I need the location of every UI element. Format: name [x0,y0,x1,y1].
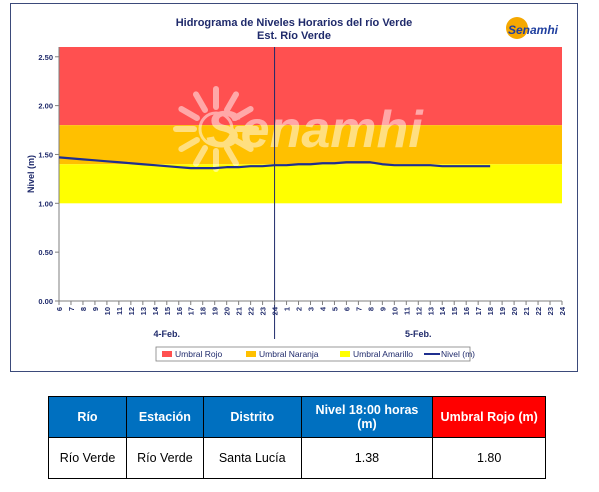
x-tick-label: 17 [187,307,196,315]
watermark-sun-ray [224,145,239,167]
table-row: Río Verde Río Verde Santa Lucía 1.38 1.8… [48,437,546,479]
x-tick-label: 22 [534,307,543,315]
station-info-table: Río Estación Distrito Nivel 18:00 horas … [48,396,546,479]
x-tick-label: 18 [486,307,495,315]
legend-box [155,346,471,362]
x-tick-label: 13 [139,307,148,315]
watermark-text: Senamhi [206,101,424,159]
x-tick-label: 21 [235,307,244,315]
x-tick-label: 12 [127,307,136,315]
x-tick-label: 21 [522,307,531,315]
chart-frame: Senamhi 0.00 0.50 1.00 1.50 2.00 2.50 6 7 8 9 10 11… [10,3,578,372]
x-tick-label: 22 [247,307,256,315]
x-tick-label: 7 [354,307,363,311]
chart-title: Hidrograma de Niveles Horarios del río V… [176,17,413,29]
x-tick-label: 24 [558,306,567,315]
y-axis-label: Nivel (m) [26,155,36,193]
x-tick-label: 6 [342,307,351,311]
day-label-1: 4-Feb. [154,329,181,339]
series-line-nivel [58,156,491,170]
x-tick-label: 1 [283,307,292,311]
x-tick-label: 16 [175,307,184,315]
x-tick-label: 23 [259,307,268,315]
x-tick-label: 10 [103,307,112,315]
watermark-sun-ray [193,145,208,167]
band-umbral-rojo [59,47,562,126]
y-tick-label: 1.00 [38,199,53,208]
x-tick-label: 3 [307,307,316,311]
band-umbral-naranja [59,125,562,165]
cell-umbral-rojo: 1.80 [432,437,546,479]
legend-swatch-1 [162,351,172,357]
x-tick-label: 20 [510,307,519,315]
watermark-sun-ray [224,91,239,113]
cell-estacion: Río Verde [125,437,204,479]
legend-label-2: Umbral Naranja [259,349,319,359]
hydrograph-chart: Senamhi 0.000.501.001.502.002.506 7 8 9 10 11… [26,17,567,362]
x-tick-label: 16 [462,307,471,315]
header-distrito: Distrito [202,396,302,438]
x-tick-label: 19 [498,307,507,315]
x-tick-label: 12 [414,307,423,315]
x-tick-label: 24 [271,306,280,315]
header-nivel-1800: Nivel 18:00 horas (m) [300,396,434,438]
watermark-sun-ray [178,137,200,152]
x-tick-label: 8 [79,307,88,311]
x-tick-label: 14 [151,306,160,315]
y-tick-label: 2.00 [38,102,53,111]
y-tick-label: 1.50 [38,150,53,159]
x-tick-label: 9 [91,307,100,311]
cell-nivel: 1.38 [300,437,434,479]
header-estacion: Estación [125,396,204,438]
table-header-row: Río Estación Distrito Nivel 18:00 horas … [48,396,546,438]
y-tick-label: 0.00 [38,297,53,306]
legend-label-4: Nivel (m) [441,349,475,359]
x-tick-label: 10 [390,307,399,315]
watermark-sun [198,111,234,147]
senamhi-watermark: Senamhi [173,86,424,172]
x-tick-label: 11 [115,307,124,315]
watermark-sun-ray [178,106,200,121]
header-rio: Río [48,396,127,438]
y-tick-label: 0.50 [38,248,53,257]
x-tick-label: 15 [163,307,172,315]
x-tick-label: 14 [438,306,447,315]
x-tick-label: 2 [295,307,304,311]
senamhi-logo-text: Senamhi [508,23,559,37]
x-tick-label: 15 [450,307,459,315]
x-tick-label: 23 [546,307,555,315]
x-tick-label: 7 [67,307,76,311]
x-tick-label: 8 [366,307,375,311]
watermark-sun-ray [193,91,208,113]
x-tick-label: 11 [402,307,411,315]
x-tick-label: 18 [199,307,208,315]
legend-label-3: Umbral Amarillo [353,349,413,359]
x-tick-label: 9 [378,307,387,311]
x-tick-label: 4 [318,306,327,311]
cell-distrito: Santa Lucía [202,437,302,479]
y-tick-label: 2.50 [38,53,53,62]
legend-label-1: Umbral Rojo [175,349,223,359]
x-tick-label: 5 [330,307,339,311]
senamhi-logo: Senamhi [506,17,559,39]
chart-subtitle: Est. Río Verde [257,30,331,42]
x-tick-label: 20 [223,307,232,315]
header-umbral-rojo: Umbral Rojo (m) [432,396,546,438]
x-tick-label: 6 [55,307,64,311]
x-tick-label: 19 [211,307,220,315]
day-label-2: 5-Feb. [405,329,432,339]
x-tick-label: 13 [426,307,435,315]
x-tick-label: 17 [474,307,483,315]
band-umbral-amarillo [59,164,562,204]
watermark-sun-ray [232,137,254,152]
legend-swatch-2 [246,351,256,357]
legend-swatch-3 [340,351,350,357]
cell-rio: Río Verde [48,437,127,479]
watermark-sun-ray [232,106,254,121]
